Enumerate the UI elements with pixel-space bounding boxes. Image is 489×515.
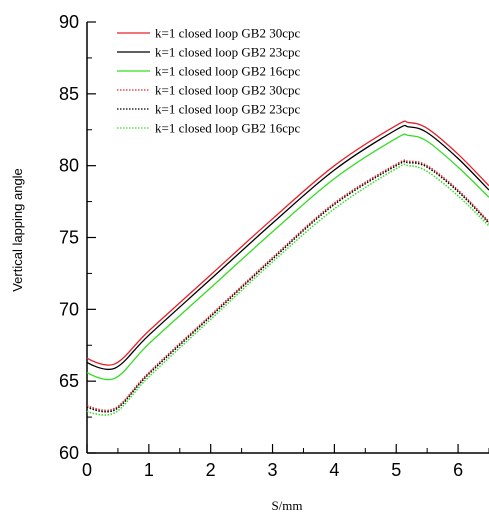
legend-entry-label: k=1 closed loop GB2 16cpc xyxy=(155,121,300,136)
series-line-3 xyxy=(86,133,489,381)
legend-entry-label: k=1 closed loop GB2 30cpc xyxy=(155,83,300,98)
legend-entry-label: k=1 closed loop GB2 30cpc xyxy=(155,26,300,41)
x-tick-label: 0 xyxy=(82,460,92,480)
y-tick-label: 70 xyxy=(59,299,79,319)
x-tick-label: 6 xyxy=(453,460,463,480)
y-tick-label: 85 xyxy=(59,84,79,104)
legend: k=1 closed loop GB2 30cpc k=1 closed loop… xyxy=(117,26,300,136)
x-tick-label: 4 xyxy=(329,460,339,480)
legend-entry-label: k=1 closed loop GB2 16cpc xyxy=(155,64,300,79)
y-axis-ticks: 60 65 70 75 80 85 90 xyxy=(59,12,96,463)
legend-entry-label: k=1 closed loop GB2 23cpc xyxy=(155,45,300,60)
series-line-2 xyxy=(86,124,489,370)
y-tick-label: 90 xyxy=(59,12,79,32)
x-tick-label: 3 xyxy=(268,460,278,480)
x-tick-label: 2 xyxy=(206,460,216,480)
series-line-6 xyxy=(86,163,489,416)
y-tick-label: 75 xyxy=(59,228,79,248)
y-tick-label: 65 xyxy=(59,371,79,391)
x-tick-label: 1 xyxy=(144,460,154,480)
series-line-4 xyxy=(86,159,489,412)
y-axis-label: Vertical lapping angle xyxy=(10,168,25,292)
series-line-1 xyxy=(86,120,489,366)
x-axis-ticks: 0 1 2 3 4 5 6 xyxy=(82,444,489,480)
y-tick-label: 80 xyxy=(59,156,79,176)
x-tick-label: 5 xyxy=(391,460,401,480)
x-axis-label: S/mm xyxy=(271,498,302,513)
series-layer xyxy=(86,120,489,416)
legend-entry-label: k=1 closed loop GB2 23cpc xyxy=(155,102,300,117)
series-line-5 xyxy=(86,160,489,413)
y-tick-label: 60 xyxy=(59,443,79,463)
